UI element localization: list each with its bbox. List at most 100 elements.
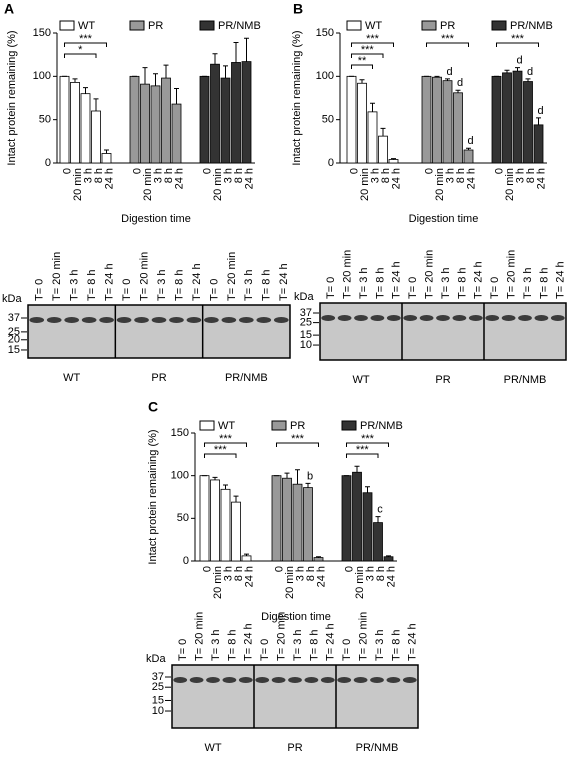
bar bbox=[357, 82, 367, 164]
legend-swatch bbox=[346, 20, 362, 31]
x-tick-label: 24 h bbox=[535, 168, 547, 189]
legend-label: PR/NMB bbox=[510, 20, 553, 32]
legend-swatch bbox=[491, 20, 507, 31]
gel-lane-label: T= 8 h bbox=[308, 630, 320, 662]
error-bar bbox=[212, 476, 218, 480]
gel-group-label: WT bbox=[204, 742, 221, 754]
x-axis-label: Digestion time bbox=[409, 213, 479, 225]
gel-band bbox=[550, 315, 565, 321]
panel-label: A bbox=[4, 1, 14, 17]
bar bbox=[70, 82, 80, 164]
legend-swatch bbox=[199, 420, 215, 431]
x-tick-label: 3 h bbox=[152, 168, 164, 183]
error-bar bbox=[375, 516, 381, 523]
gel-lane-label: T= 0 bbox=[341, 639, 353, 661]
x-tick-label: 8 h bbox=[525, 168, 537, 183]
error-bar bbox=[244, 553, 249, 556]
bar bbox=[388, 159, 399, 164]
error-bar bbox=[223, 484, 228, 490]
gel-lane-label: T= 20 min bbox=[138, 252, 150, 301]
y-tick-label: 0 bbox=[328, 157, 334, 169]
bar bbox=[378, 135, 388, 164]
gel-band bbox=[370, 315, 385, 321]
bar bbox=[453, 92, 463, 164]
bar bbox=[220, 488, 231, 562]
gel-lane-label: T= 8 h bbox=[226, 630, 238, 662]
x-tick-label: 8 h bbox=[233, 168, 245, 183]
bar bbox=[210, 479, 220, 562]
gel-group-label: WT bbox=[352, 374, 369, 386]
marker-label: 20 bbox=[8, 334, 20, 346]
y-tick-label: 0 bbox=[183, 555, 189, 567]
gel-band bbox=[221, 317, 237, 323]
gel-band bbox=[29, 317, 45, 323]
gel-band bbox=[501, 315, 516, 321]
y-axis-label: Intact protein remaining (%) bbox=[291, 30, 303, 165]
x-tick-label: 24 h bbox=[465, 168, 477, 189]
gel-lane-label: T= 20 min bbox=[194, 612, 206, 661]
x-tick-label: 24 h bbox=[315, 566, 327, 587]
bar bbox=[432, 76, 442, 164]
significance-label: *** bbox=[214, 444, 228, 456]
y-axis-label: Intact protein remaining (%) bbox=[6, 30, 18, 165]
x-tick-label: 24 h bbox=[243, 566, 255, 587]
significance-bracket bbox=[351, 53, 384, 58]
gel-lane-label: T= 3 h bbox=[210, 630, 222, 662]
bar bbox=[367, 111, 378, 164]
significance-label: *** bbox=[361, 433, 375, 445]
gel-lane-label: T= 20 min bbox=[51, 252, 63, 301]
gel-band bbox=[354, 315, 368, 321]
gel-lane-label: T= 3 h bbox=[522, 268, 534, 300]
gel-lane-label: T= 24 h bbox=[191, 263, 203, 301]
error-bar bbox=[386, 555, 391, 557]
x-tick-label: 20 min bbox=[434, 168, 446, 201]
letter-annotation: b bbox=[307, 470, 313, 482]
error-bar bbox=[93, 98, 99, 111]
y-tick-label: 100 bbox=[316, 70, 334, 82]
significance-bracket bbox=[64, 53, 97, 58]
gel-band bbox=[255, 677, 270, 683]
gel-lane-label: T= 20 min bbox=[424, 250, 436, 299]
panel-label: B bbox=[293, 1, 303, 17]
bar bbox=[199, 475, 210, 562]
bar bbox=[231, 501, 241, 562]
legend-label: PR bbox=[290, 420, 305, 432]
gel-band bbox=[173, 677, 188, 683]
gel-lane-label: T= 20 min bbox=[276, 612, 288, 661]
x-tick-label: 20 min bbox=[359, 168, 371, 201]
error-bar bbox=[223, 65, 228, 79]
marker-label: 15 bbox=[152, 694, 164, 706]
significance-bracket bbox=[204, 453, 237, 458]
bar bbox=[59, 75, 70, 164]
gel-lane-label: T= 8 h bbox=[390, 630, 402, 662]
gel-band bbox=[186, 317, 202, 323]
gel-band bbox=[206, 677, 220, 683]
legend-label: WT bbox=[78, 20, 95, 32]
gel-lane-label: T= 0 bbox=[407, 277, 419, 299]
legend-label: WT bbox=[218, 420, 235, 432]
gel-band bbox=[436, 315, 450, 321]
gel-image bbox=[319, 302, 567, 361]
marker-label: 25 bbox=[300, 317, 312, 329]
bar bbox=[171, 103, 182, 164]
gel-band bbox=[534, 315, 549, 321]
significance-bracket bbox=[204, 442, 247, 447]
error-bar bbox=[295, 469, 300, 485]
legend-label: PR bbox=[148, 20, 163, 32]
gel-lane-label: T= 0 bbox=[208, 279, 220, 301]
legend-swatch bbox=[129, 20, 145, 31]
gel-band bbox=[271, 677, 286, 683]
gel-lane-label: T= 8 h bbox=[261, 270, 273, 302]
bar bbox=[199, 75, 210, 164]
legend-swatch bbox=[59, 20, 75, 31]
bar bbox=[241, 555, 252, 562]
bar bbox=[341, 475, 352, 562]
error-bar bbox=[466, 147, 471, 150]
gel-band bbox=[46, 317, 62, 323]
significance-label: *** bbox=[366, 33, 380, 45]
significance-bracket bbox=[496, 42, 539, 47]
x-tick-label: 3 h bbox=[444, 168, 456, 183]
gel-band bbox=[116, 317, 132, 323]
significance-label: *** bbox=[441, 33, 455, 45]
significance-bracket bbox=[346, 442, 389, 447]
